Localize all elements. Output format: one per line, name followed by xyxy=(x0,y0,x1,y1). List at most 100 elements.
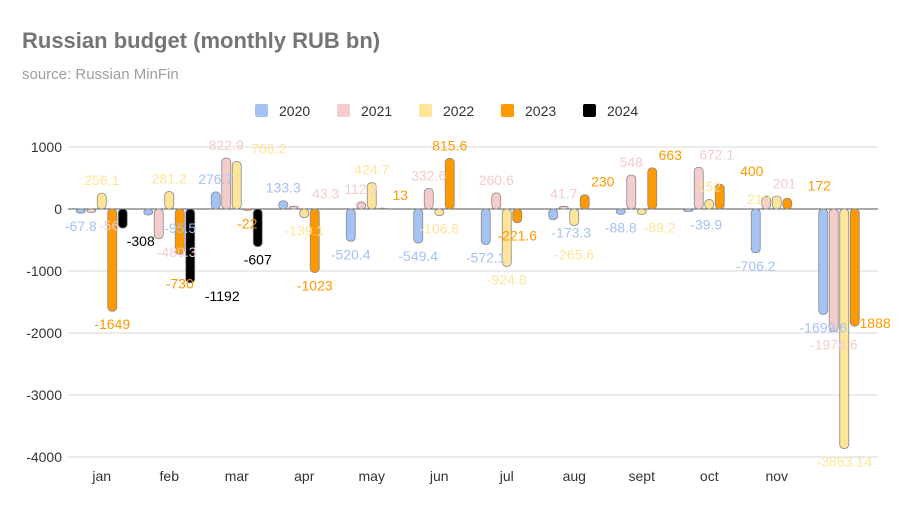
bar-2020 xyxy=(278,200,289,210)
data-label: 152 xyxy=(698,179,722,195)
bar-2021 xyxy=(356,201,367,210)
bar-2021 xyxy=(491,192,502,210)
data-label: -89.2 xyxy=(644,220,676,236)
bar-2022 xyxy=(434,208,445,217)
legend-label: 2020 xyxy=(279,103,310,119)
bar-2020 xyxy=(750,208,761,254)
data-label: -1649 xyxy=(94,316,130,332)
data-label: 256.1 xyxy=(84,172,119,188)
bar-2022 xyxy=(164,191,175,210)
x-tick-label: jan xyxy=(91,468,111,484)
bar-2023 xyxy=(174,208,185,255)
y-tick-label: -4000 xyxy=(26,449,62,465)
y-tick-label: 1000 xyxy=(31,139,62,155)
data-label: -173.3 xyxy=(551,225,591,241)
bar-2023 xyxy=(647,167,658,210)
y-tick-label: -3000 xyxy=(26,387,62,403)
data-label: 815.6 xyxy=(432,137,467,153)
x-tick-label: feb xyxy=(160,468,180,484)
data-label: -95.5 xyxy=(164,220,196,236)
data-label: 281.2 xyxy=(152,171,187,187)
x-tick-label: jul xyxy=(499,468,514,484)
data-label: 13 xyxy=(392,187,408,203)
data-label: 230 xyxy=(591,174,615,190)
bar-2023 xyxy=(444,158,455,210)
chart-title: Russian budget (monthly RUB bn) xyxy=(22,28,381,53)
data-label: -572.1 xyxy=(466,249,506,265)
bar-2021 xyxy=(221,157,232,210)
bar-2023 xyxy=(579,194,590,210)
data-label: -88.8 xyxy=(605,220,637,236)
bar-2020 xyxy=(548,208,559,221)
data-label: 210 xyxy=(747,191,771,207)
bar-2021 xyxy=(288,205,299,210)
legend-label: 2024 xyxy=(607,103,638,119)
bar-2020 xyxy=(345,208,356,242)
data-label: -139.1 xyxy=(284,223,324,239)
bar-2022 xyxy=(299,208,310,219)
y-tick-label: -2000 xyxy=(26,325,62,341)
data-label: 548 xyxy=(620,154,644,170)
x-tick-label: aug xyxy=(563,468,586,484)
legend-label: 2021 xyxy=(361,103,392,119)
bar-2020 xyxy=(413,208,424,244)
y-tick-label: -1000 xyxy=(26,263,62,279)
data-label: 424.7 xyxy=(354,162,389,178)
bar-2024 xyxy=(185,208,196,284)
data-label: -1888 xyxy=(855,315,891,331)
data-label: 400 xyxy=(740,163,764,179)
legend-swatch xyxy=(337,104,350,117)
data-label: -1023 xyxy=(297,277,333,293)
data-label: -3863.14 xyxy=(817,454,872,470)
bar-2021 xyxy=(153,208,164,240)
legend-label: 2022 xyxy=(443,103,474,119)
bar-2021 xyxy=(828,208,839,332)
bar-2022 xyxy=(704,199,715,210)
y-tick-label: 0 xyxy=(54,201,62,217)
bar-2020 xyxy=(143,208,154,216)
data-label: 822.9 xyxy=(209,137,244,153)
data-label: 133.3 xyxy=(266,180,301,196)
data-label: -265.6 xyxy=(554,246,594,262)
bar-2022 xyxy=(771,195,782,210)
data-label: -221.6 xyxy=(497,228,537,244)
bar-2023 xyxy=(242,208,253,211)
legend-swatch xyxy=(419,104,432,117)
x-tick-label: jun xyxy=(429,468,449,484)
legend-swatch xyxy=(583,104,596,117)
x-tick-label: sept xyxy=(629,468,656,484)
data-label: -549.4 xyxy=(398,248,438,264)
data-label: 332.6 xyxy=(411,167,446,183)
data-label: -1974.6 xyxy=(810,336,858,352)
bar-2020 xyxy=(818,208,829,315)
data-label: -39.9 xyxy=(690,216,722,232)
data-label: -56 xyxy=(99,217,119,233)
data-label: 43.3 xyxy=(312,185,339,201)
data-label: -706.2 xyxy=(736,258,776,274)
bar-2022 xyxy=(839,208,850,449)
bar-2022 xyxy=(636,208,647,215)
bar-2022 xyxy=(231,161,242,210)
bar-2023 xyxy=(782,197,793,210)
chart-subtitle: source: Russian MinFin xyxy=(22,66,179,83)
bar-2023 xyxy=(849,208,860,327)
data-label: -480.3 xyxy=(157,244,197,260)
bar-2020 xyxy=(210,191,221,210)
data-label: -106.8 xyxy=(419,221,459,237)
bar-2022 xyxy=(366,182,377,210)
bar-2021 xyxy=(761,196,772,210)
bar-2020 xyxy=(615,208,626,215)
bar-2022 xyxy=(501,208,512,267)
bar-2023 xyxy=(107,208,118,312)
data-label: 766.2 xyxy=(251,140,286,156)
bar-2021 xyxy=(423,187,434,210)
bar-2021 xyxy=(86,208,97,213)
data-label: -1699.6 xyxy=(800,319,848,335)
data-label: 112.2 xyxy=(344,181,378,197)
bar-2022 xyxy=(569,208,580,226)
bar-2024 xyxy=(252,208,263,248)
x-tick-label: nov xyxy=(765,468,788,484)
bar-2020 xyxy=(683,208,694,212)
x-tick-label: apr xyxy=(294,468,315,484)
x-tick-label: oct xyxy=(700,468,719,484)
